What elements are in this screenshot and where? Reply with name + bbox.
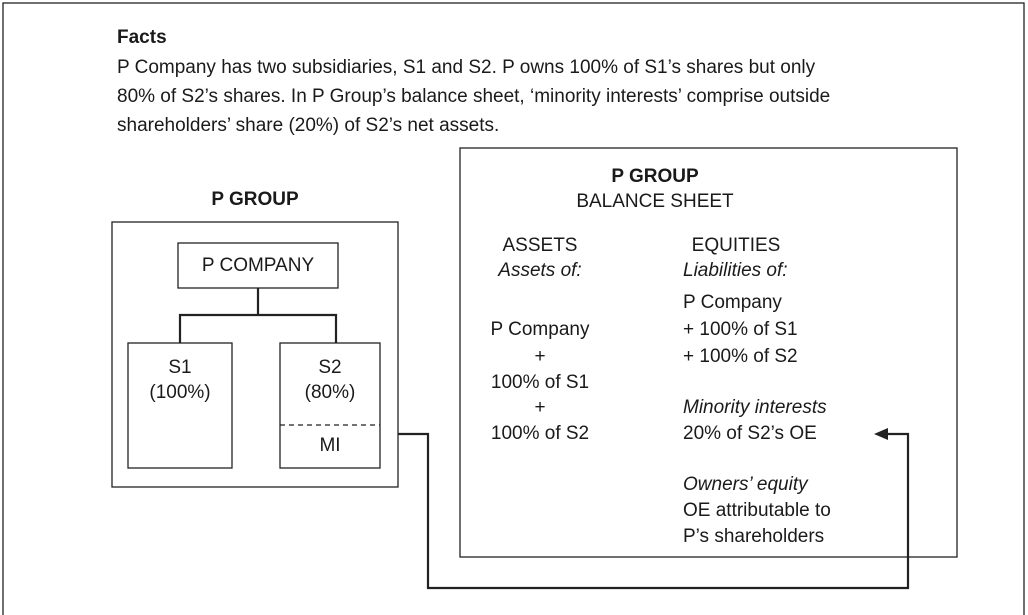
facts-line: 80% of S2’s shares. In P Group’s balance…	[117, 86, 830, 107]
minority-text: 20% of S2’s OE	[683, 423, 817, 444]
connector	[398, 432, 910, 590]
arrowhead	[874, 428, 888, 440]
equities-intro: Liabilities of:	[683, 260, 788, 281]
tree-line	[178, 313, 338, 343]
bs-title: P GROUP	[611, 166, 699, 187]
assets-intro: Assets of:	[497, 260, 581, 281]
owners-line: P’s shareholders	[683, 526, 824, 547]
s2-share: (80%)	[305, 382, 356, 403]
group-title: P GROUP	[211, 189, 299, 210]
minority-heading: Minority interests	[683, 397, 827, 418]
facts-line: shareholders’ share (20%) of S2’s net as…	[117, 115, 499, 136]
equity-item: P Company	[683, 292, 782, 313]
equity-item: + 100% of S1	[683, 319, 798, 340]
parent-label: P COMPANY	[202, 255, 315, 276]
assets-heading: ASSETS	[503, 235, 578, 256]
equity-item: + 100% of S2	[683, 346, 798, 367]
group-box	[111, 221, 399, 488]
facts-title: Facts	[117, 27, 167, 48]
s1-box	[127, 342, 233, 469]
asset-item: +	[534, 346, 545, 367]
asset-item: +	[534, 397, 545, 418]
owners-heading: Owners’ equity	[683, 474, 809, 495]
asset-item: 100% of S2	[491, 423, 589, 444]
s1-name: S1	[168, 357, 191, 378]
equities-heading: EQUITIES	[692, 235, 781, 256]
s2-box	[279, 342, 381, 469]
mi-label: MI	[319, 435, 340, 456]
balance-sheet-box	[459, 147, 958, 558]
owners-line: OE attributable to	[683, 500, 831, 521]
facts-line: P Company has two subsidiaries, S1 and S…	[117, 57, 816, 78]
asset-item: P Company	[491, 319, 590, 340]
bs-subtitle: BALANCE SHEET	[576, 191, 734, 212]
s2-name: S2	[318, 357, 341, 378]
s1-share: (100%)	[149, 382, 210, 403]
asset-item: 100% of S1	[491, 372, 589, 393]
